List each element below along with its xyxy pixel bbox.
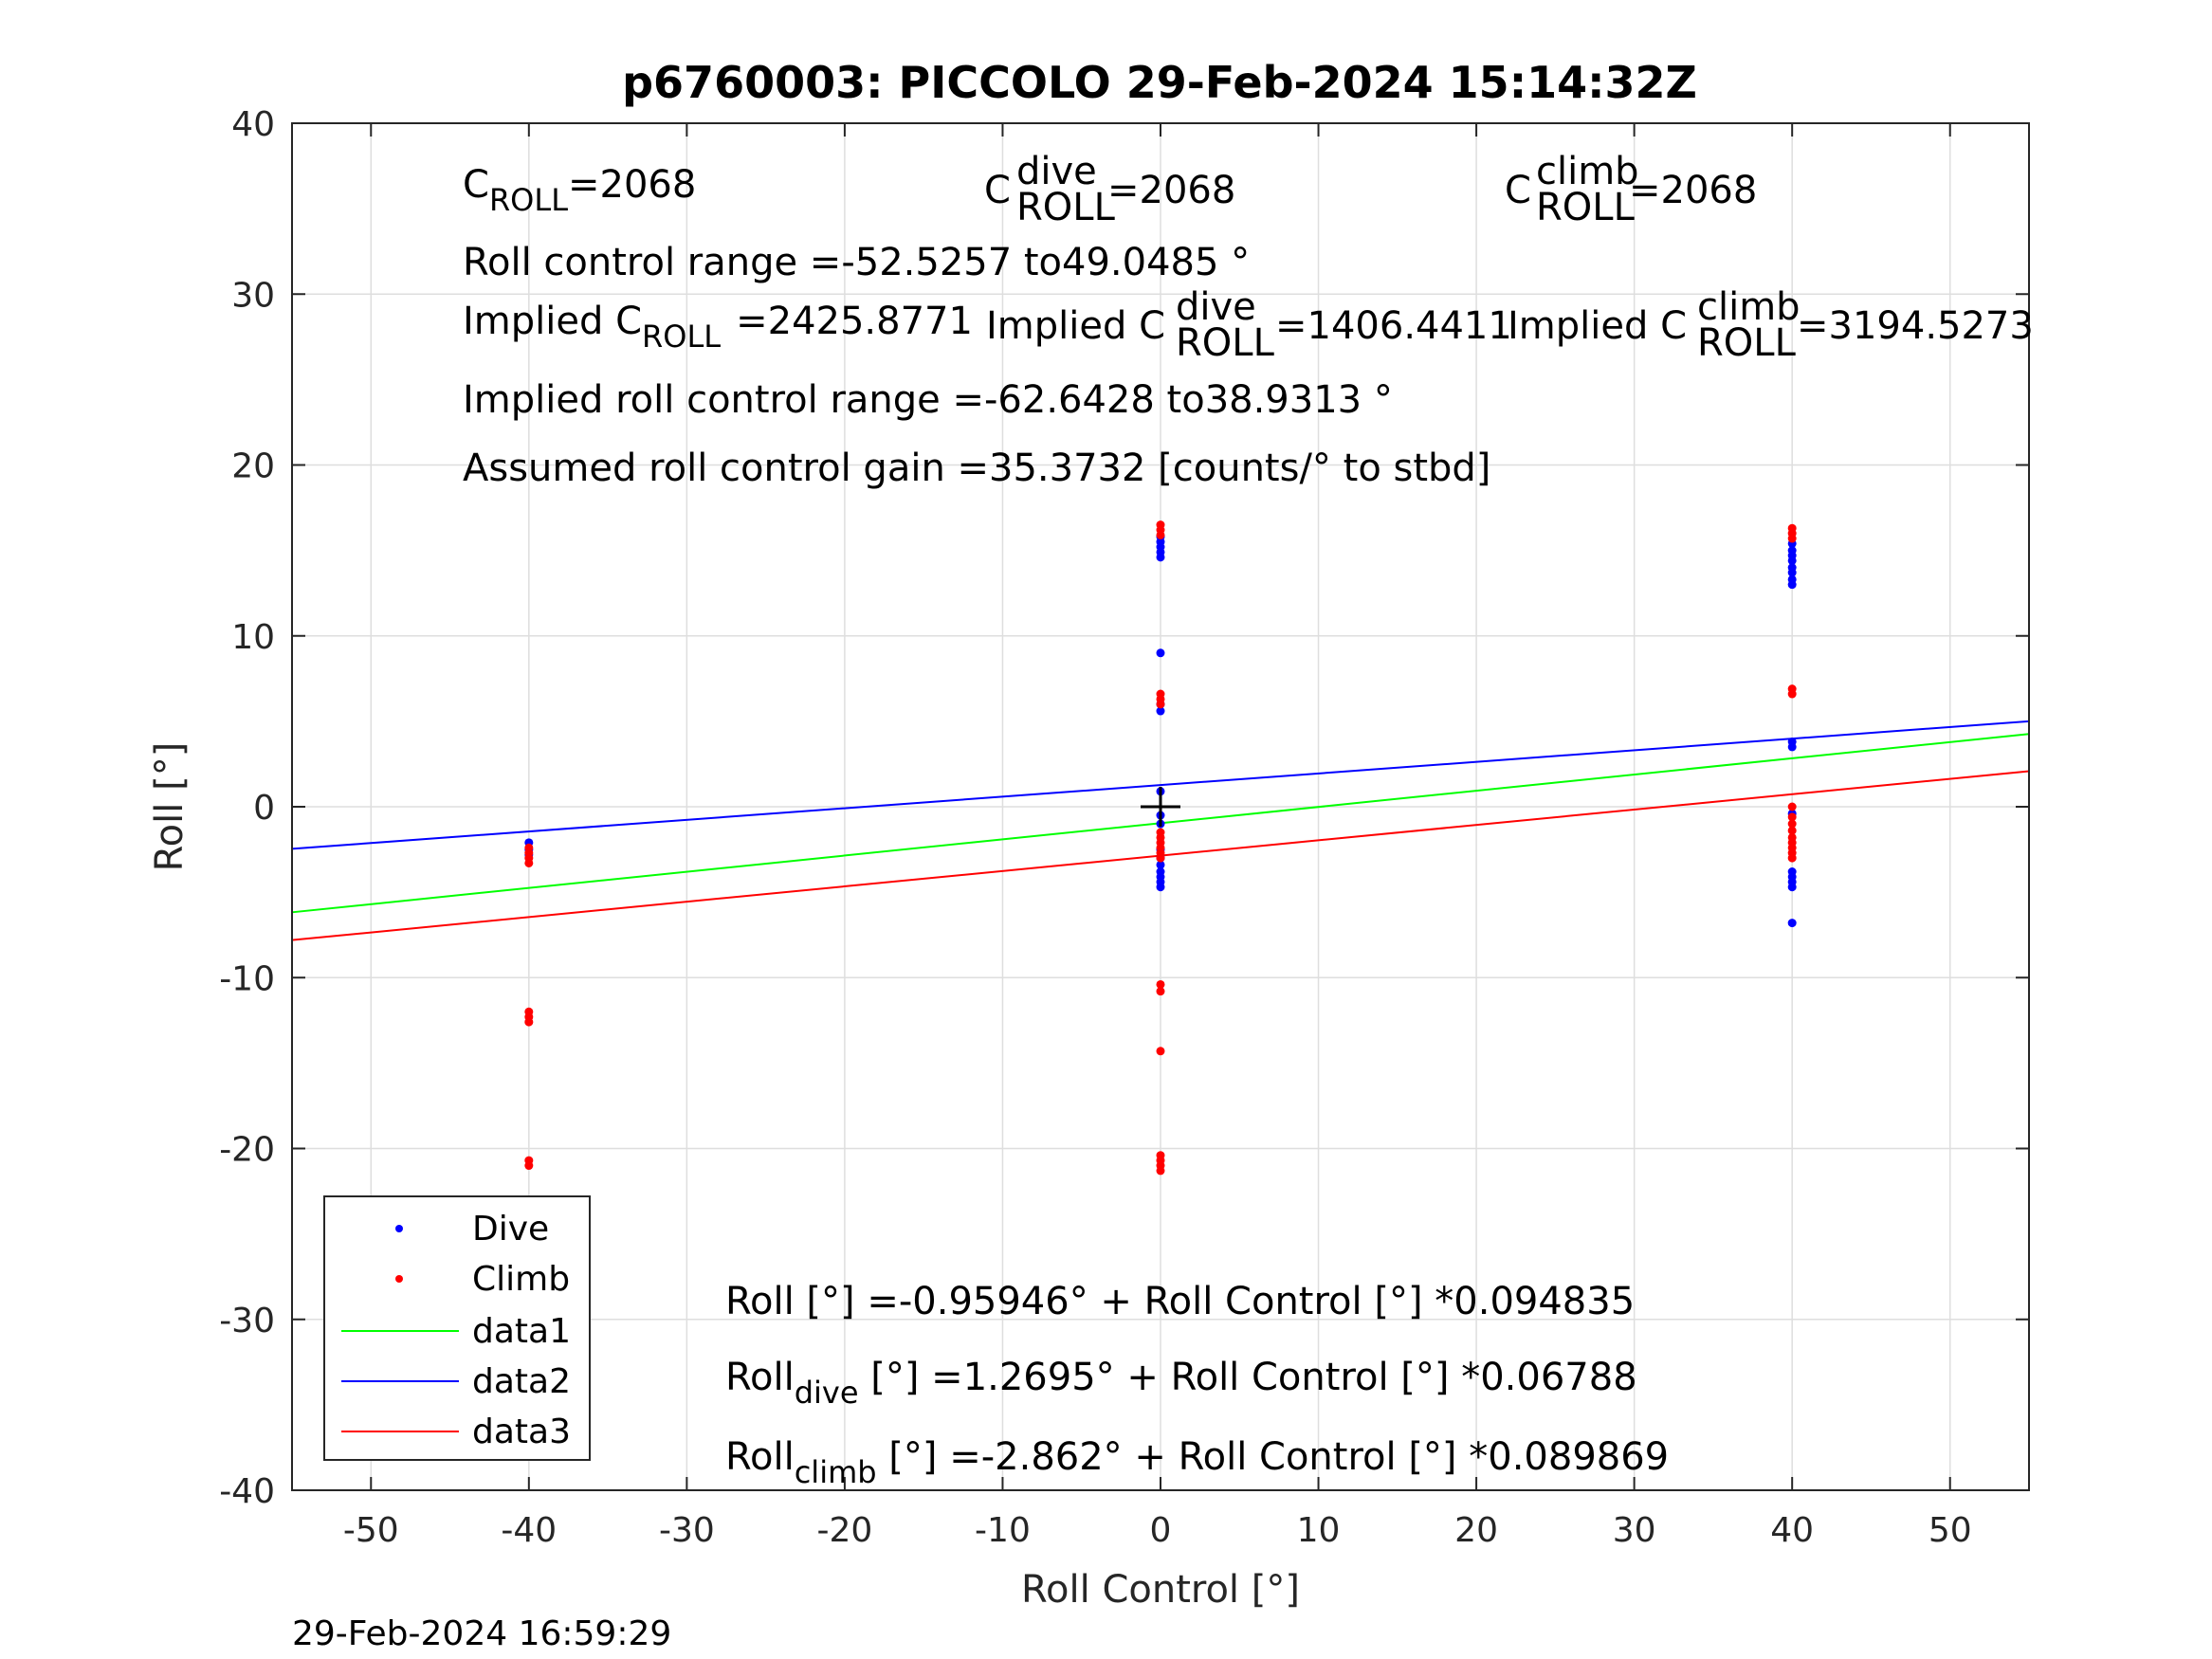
implied-c-roll-dive-sub: ROLL [1176, 321, 1275, 365]
y-tick-labels: -40 -30 -20 -10 0 10 20 30 40 [219, 105, 275, 1511]
x-tick-label: -10 [975, 1511, 1031, 1550]
x-tick-label: 10 [1297, 1511, 1341, 1550]
data-point-climb [1156, 853, 1165, 863]
fit-line-data2 [291, 720, 2030, 850]
data-point-climb [1787, 812, 1797, 822]
implied-c-roll-climb-sup: climb [1697, 285, 1801, 329]
legend-climb-marker [395, 1275, 403, 1283]
c-roll-dive-sup: dive [1016, 150, 1097, 193]
legend-box [323, 1195, 591, 1461]
legend-data2-label: data2 [472, 1362, 571, 1401]
data-point-dive [1787, 919, 1797, 928]
y-tick-label: -20 [219, 1131, 275, 1170]
implied-c-roll-dive-value: =1406.4411 [1275, 304, 1512, 348]
data-point-dive [1787, 742, 1797, 752]
data-point-dive [1787, 568, 1797, 577]
c-roll-dive-value: =2068 [1107, 169, 1235, 212]
data-point-dive [1156, 553, 1165, 562]
c-roll-climb-annotation: C [1505, 169, 1531, 212]
data-point-climb [1787, 853, 1797, 863]
data-point-climb [1156, 979, 1165, 989]
data-point-dive [1156, 883, 1165, 892]
data-point-climb [1156, 987, 1165, 996]
x-axis-label: Roll Control [°] [1021, 1568, 1300, 1612]
x-tick-label: 20 [1454, 1511, 1498, 1550]
data-point-climb [1156, 530, 1165, 539]
legend-dive-label: Dive [472, 1210, 549, 1249]
c-roll-climb-value: =2068 [1629, 169, 1757, 212]
legend-dive-marker [395, 1225, 403, 1232]
y-tick-label: 30 [231, 276, 275, 315]
data-point-climb [1156, 700, 1165, 709]
c-roll-annotation: CROLL=2068 [463, 163, 696, 218]
implied-c-roll-climb-value: =3194.5273 [1797, 304, 2034, 348]
data-point-dive [1787, 883, 1797, 892]
y-tick-label: 40 [231, 105, 275, 144]
data-point-climb [524, 1017, 534, 1027]
fit-all-equation: Roll [°] =-0.95946° + Roll Control [°] *… [725, 1280, 1635, 1323]
axes-box [291, 122, 2030, 1491]
fit-climb-equation: Rollclimb [°] =-2.862° + Roll Control [°… [725, 1435, 1669, 1490]
data-point-climb [1787, 826, 1797, 835]
implied-roll-control-range: Implied roll control range =-62.6428 to3… [463, 378, 1393, 422]
data-point-dive [1787, 556, 1797, 565]
c-roll-climb-sub: ROLL [1536, 186, 1636, 229]
legend-data3-label: data3 [472, 1413, 571, 1451]
scatter-points [524, 520, 1797, 1176]
x-tick-label: -20 [817, 1511, 873, 1550]
fit-dive-equation: Rolldive [°] =1.2695° + Roll Control [°]… [725, 1356, 1637, 1411]
c-roll-dive-sub: ROLL [1016, 186, 1116, 229]
legend: Dive Climb data1 data2 data3 [323, 1195, 591, 1461]
data-point-climb [1787, 802, 1797, 811]
y-tick-label: 0 [253, 789, 275, 828]
y-axis-label: Roll [°] [148, 742, 192, 872]
data-point-climb [1156, 1166, 1165, 1176]
x-tick-label: -50 [343, 1511, 399, 1550]
origin-marker [1141, 787, 1180, 827]
x-tick-label: 30 [1613, 1511, 1656, 1550]
implied-c-roll: Implied CROLL =2425.8771 [463, 300, 973, 355]
data-point-climb [1156, 1047, 1165, 1056]
x-tick-label: 0 [1150, 1511, 1172, 1550]
x-tick-label: 50 [1929, 1511, 1972, 1550]
implied-c-roll-climb-sub: ROLL [1697, 321, 1797, 365]
data-point-dive [1156, 648, 1165, 658]
data-point-climb [1787, 534, 1797, 543]
y-tick-label: 10 [231, 618, 275, 657]
data-point-climb [1787, 819, 1797, 829]
x-tick-label: -30 [659, 1511, 715, 1550]
data-point-climb [1787, 689, 1797, 699]
legend-data1-label: data1 [472, 1312, 571, 1351]
implied-c-roll-climb: Implied C [1508, 304, 1687, 348]
c-roll-climb-sup: climb [1536, 150, 1639, 193]
x-tick-labels: -50 -40 -30 -20 -10 0 10 20 30 40 50 [343, 1511, 1972, 1550]
x-tick-label: -40 [501, 1511, 557, 1550]
data-point-dive [1787, 580, 1797, 590]
roll-control-range: Roll control range =-52.5257 to49.0485 ° [463, 241, 1250, 284]
legend-climb-label: Climb [472, 1260, 570, 1299]
chart-title: p6760003: PICCOLO 29-Feb-2024 15:14:32Z [622, 57, 1697, 108]
data-point-dive [1156, 706, 1165, 716]
c-roll-dive-annotation: C [984, 169, 1011, 212]
timestamp: 29-Feb-2024 16:59:29 [292, 1614, 671, 1653]
implied-c-roll-dive-sup: dive [1176, 285, 1256, 329]
data-point-dive [1156, 860, 1165, 869]
data-point-climb [524, 858, 534, 867]
y-tick-label: -40 [219, 1472, 275, 1511]
implied-c-roll-dive: Implied C [986, 304, 1165, 348]
y-tick-label: -10 [219, 959, 275, 998]
x-tick-label: 40 [1770, 1511, 1814, 1550]
data-point-climb [524, 1161, 534, 1171]
assumed-gain: Assumed roll control gain =35.3732 [coun… [463, 447, 1490, 490]
y-tick-label: -30 [219, 1302, 275, 1340]
y-tick-label: 20 [231, 447, 275, 486]
